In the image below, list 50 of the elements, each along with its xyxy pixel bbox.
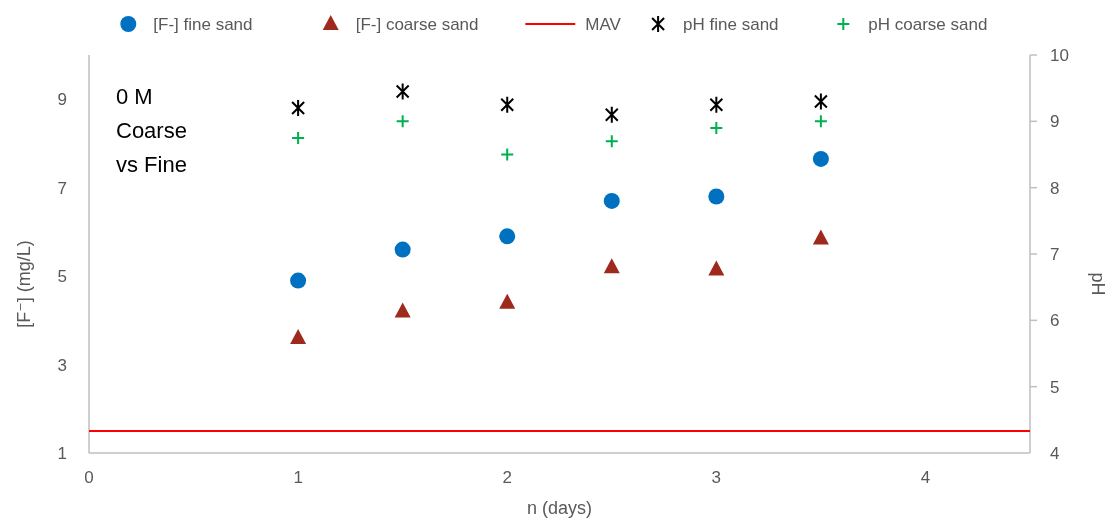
- x-tick-label: 1: [293, 468, 303, 487]
- point: [813, 114, 828, 129]
- legend-label: [F-] coarse sand: [355, 14, 479, 34]
- point: [499, 228, 516, 245]
- y-axis-title: [F⁻] (mg/L): [14, 240, 34, 328]
- point: [604, 134, 619, 149]
- point: [395, 114, 410, 129]
- x-tick-label: 0: [84, 468, 94, 487]
- y-tick-label: 9: [57, 90, 67, 110]
- annotation: 0 M Coarse vs Fine: [116, 84, 187, 177]
- y2-tick-label: 6: [1050, 311, 1060, 331]
- point: [603, 258, 620, 274]
- point: [604, 105, 619, 124]
- y2-tick-label: 7: [1050, 244, 1060, 264]
- point: [709, 95, 724, 114]
- legend-label: MAV: [585, 14, 622, 34]
- legend-label: pH fine sand: [683, 14, 779, 34]
- point: [812, 229, 829, 245]
- point: [708, 260, 725, 276]
- y2-tick-label: 5: [1050, 377, 1060, 397]
- point: [291, 130, 306, 145]
- point: [813, 92, 828, 111]
- x-tick-label: 4: [920, 468, 931, 487]
- legend-label: pH coarse sand: [868, 14, 988, 34]
- point: [499, 293, 516, 309]
- x-tick-label: 3: [711, 468, 722, 487]
- point: [394, 241, 411, 258]
- y-tick-label: 1: [57, 443, 67, 463]
- point: [290, 272, 307, 289]
- y-tick-label: 3: [57, 355, 67, 375]
- point: [394, 302, 411, 318]
- y2-tick-label: 8: [1050, 178, 1060, 198]
- point: [500, 95, 515, 114]
- point: [708, 188, 725, 205]
- y2-tick-label: 10: [1050, 45, 1069, 65]
- legend-label: [F-] fine sand: [153, 14, 253, 34]
- y-tick-label: 7: [57, 178, 67, 198]
- y2-tick-label: 9: [1050, 112, 1060, 132]
- point: [812, 150, 829, 167]
- point: [290, 329, 307, 345]
- point: [603, 192, 620, 209]
- point: [709, 120, 724, 135]
- y2-tick-label: 4: [1050, 443, 1060, 463]
- x-axis-title: n (days): [526, 498, 593, 518]
- x-tick-label: 2: [502, 468, 512, 487]
- y-tick-label: 5: [57, 267, 67, 287]
- point: [395, 82, 410, 101]
- y2-axis-title: pH: [1088, 272, 1108, 296]
- point: [500, 147, 515, 162]
- point: [291, 99, 306, 118]
